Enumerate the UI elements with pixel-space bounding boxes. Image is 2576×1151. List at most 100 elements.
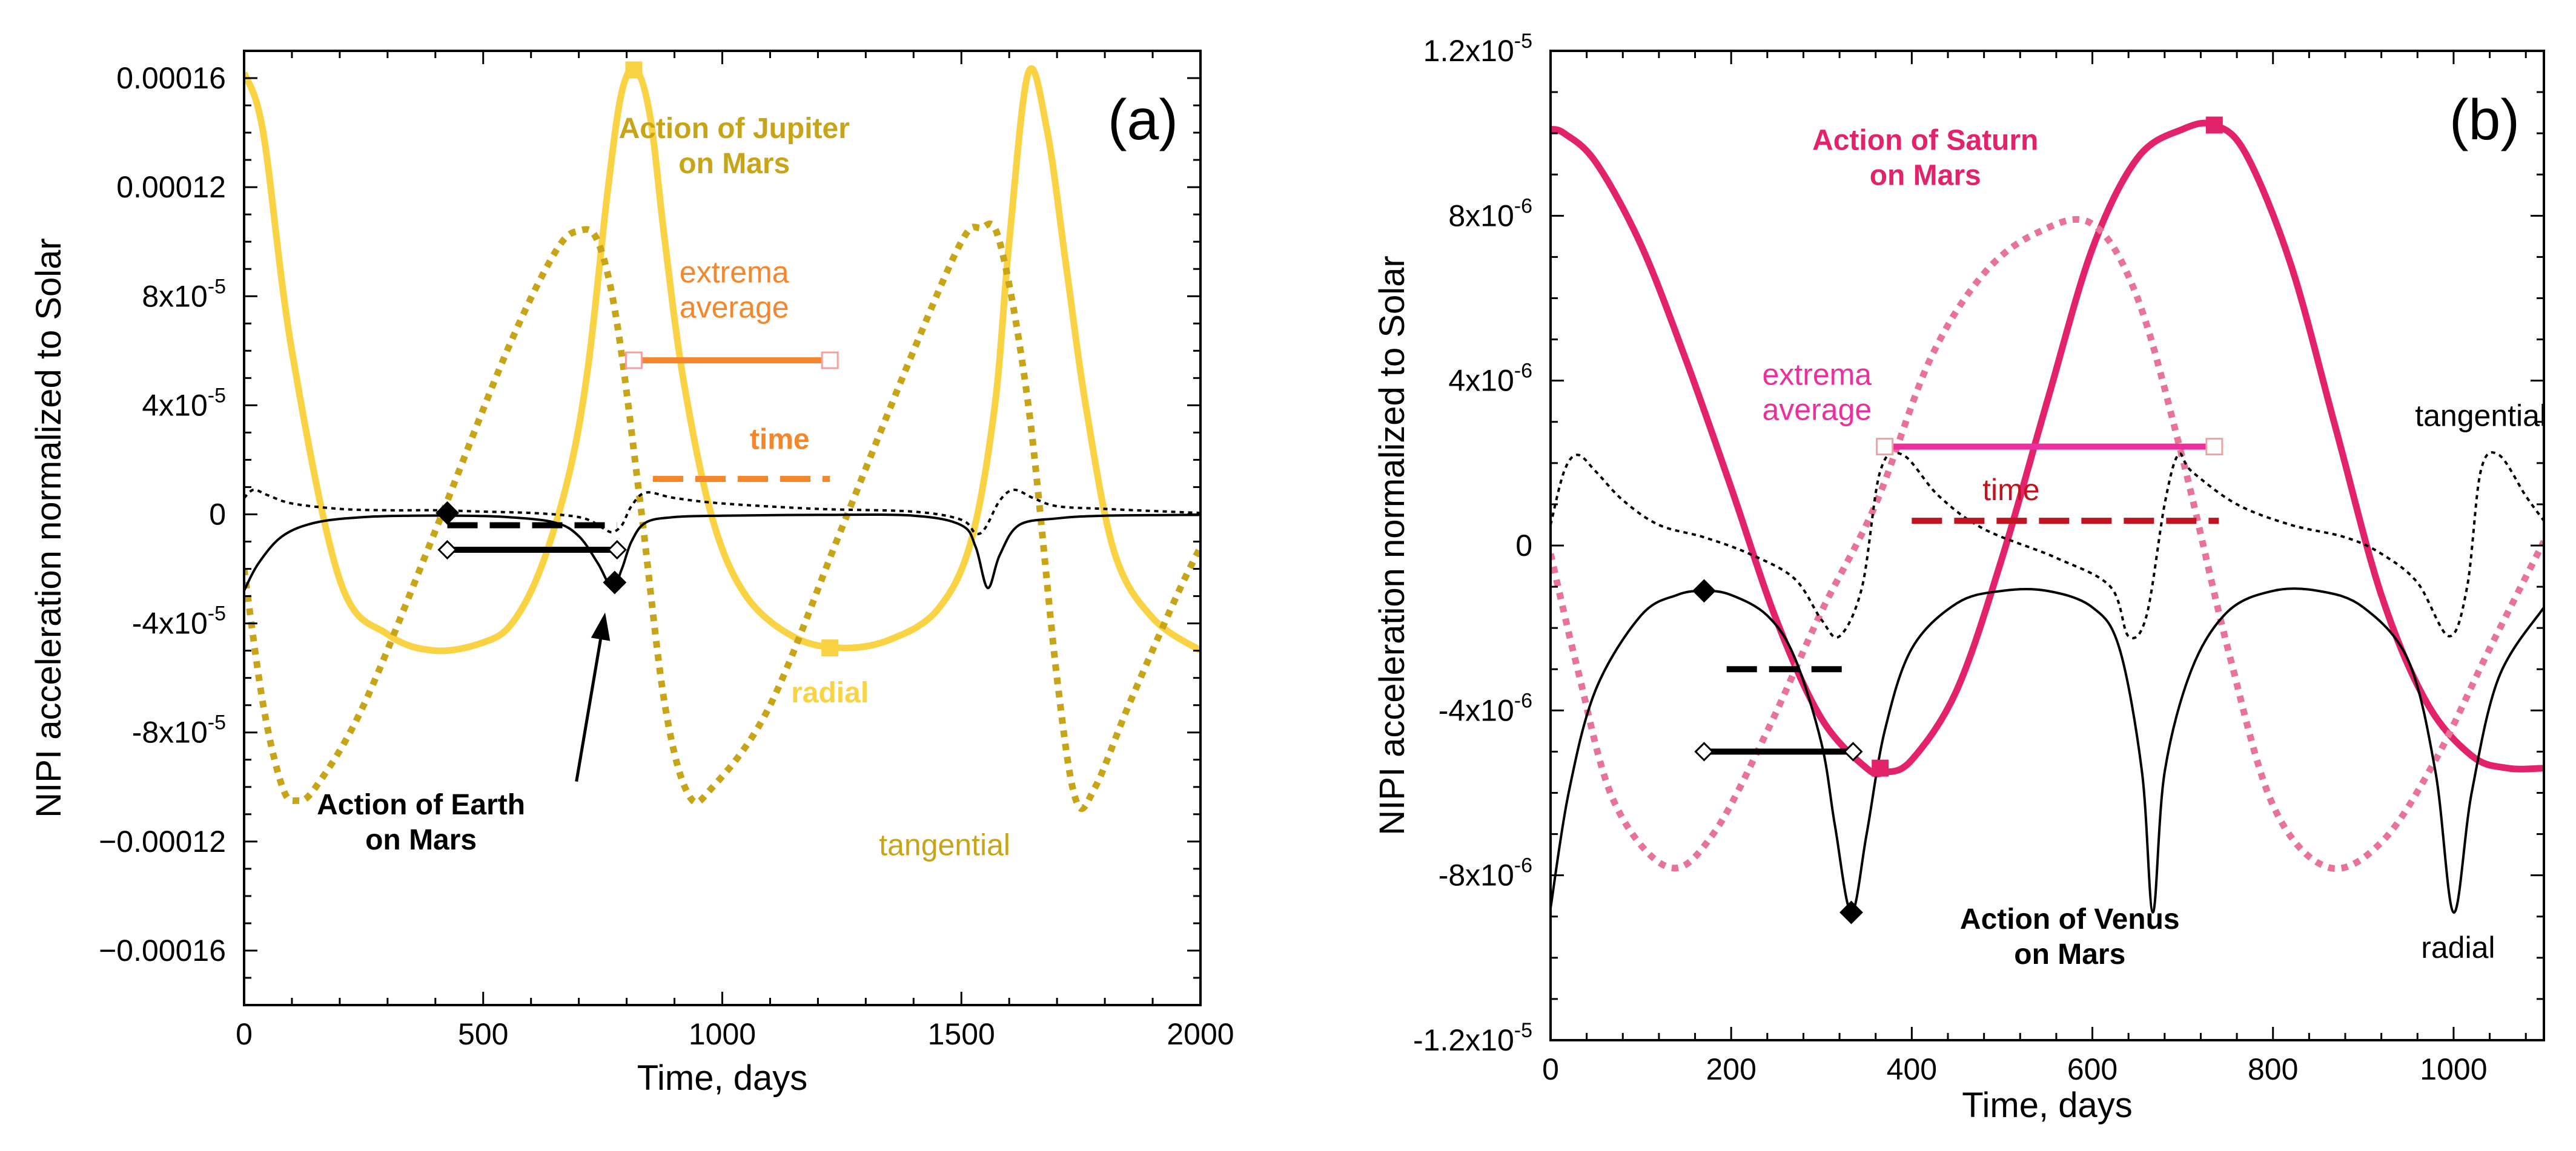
extremum-marker-earth-radial-min xyxy=(603,570,627,595)
annotation-label-action-of-saturn-on-mars: Action of Saturn on Mars xyxy=(1812,124,2038,191)
y-tick-label-exponent: -5 xyxy=(208,384,226,407)
series-line-jupiter-tangential xyxy=(244,220,1200,813)
y-tick-label: 0.00016 xyxy=(116,61,226,95)
x-tick-label: 0 xyxy=(1542,1052,1559,1086)
panel-label: (a) xyxy=(1108,88,1178,152)
annotation-line: radial xyxy=(2421,931,2495,965)
y-tick-label-base: −0.00012 xyxy=(99,825,226,859)
y-axis: 0.000160.000128x10-54x10-50-4x10-5-8x10-… xyxy=(29,50,1200,979)
y-tick-label-base: 4x10 xyxy=(142,388,207,422)
y-tick-label: -8x10-5 xyxy=(132,711,226,750)
x-tick-label: 600 xyxy=(2067,1052,2117,1086)
annotation-label-radial: radial xyxy=(2421,931,2495,965)
y-tick-label: -1.2x10-5 xyxy=(1413,1019,1532,1057)
extremum-marker-saturn-radial-max xyxy=(2205,116,2223,134)
y-tick-label-base: 1.2x10 xyxy=(1423,34,1514,68)
average-start-marker-saturn-extrema-average xyxy=(1876,438,1894,456)
y-tick-label: 8x10-6 xyxy=(1448,194,1532,233)
y-tick-label-exponent: -6 xyxy=(1514,854,1532,877)
y-tick-label-base: 4x10 xyxy=(1448,364,1514,398)
y-axis: 1.2x10-58x10-64x10-60-4x10-6-8x10-6-1.2x… xyxy=(1372,30,2544,1057)
x-tick-label: 1000 xyxy=(689,1017,756,1051)
extremum-marker-venus-radial-min xyxy=(1839,900,1863,925)
y-tick-label: -4x10-5 xyxy=(132,602,226,641)
series-group xyxy=(1551,119,2544,914)
annotation-line: on Mars xyxy=(2014,938,2125,971)
y-tick-label-exponent: -6 xyxy=(1514,194,1532,217)
annotation-arrowhead xyxy=(591,612,611,641)
y-tick-label-base: -8x10 xyxy=(1439,859,1514,892)
series-line-venus-tangential xyxy=(1551,451,2544,639)
y-tick-label-base: -4x10 xyxy=(1439,693,1514,727)
y-tick-label: 4x10-6 xyxy=(1448,360,1532,398)
plot-frame xyxy=(1549,50,2545,1041)
y-tick-label: −0.00012 xyxy=(99,825,226,859)
x-tick-label: 200 xyxy=(1706,1052,1756,1086)
y-tick-label: −0.00016 xyxy=(99,934,226,968)
x-axis-title: Time, days xyxy=(1962,1086,2132,1125)
annotation-label-time: time xyxy=(750,423,810,455)
average-start-marker-jupiter-extrema-average xyxy=(624,351,643,369)
extremum-marker-jupiter-radial-max xyxy=(625,61,643,79)
average-start-marker-earth-extrema-average xyxy=(437,539,457,560)
y-tick-label: 0 xyxy=(209,497,226,531)
panel-a-chart: 0 500 1000 1500 2000 Time, days 0.00016 0.00012… xyxy=(29,50,1234,1098)
average-end-marker-venus-extrema-average xyxy=(1843,742,1863,762)
x-tick-label: 0 xyxy=(236,1017,253,1051)
x-tick-label: 2000 xyxy=(1167,1017,1234,1051)
annotation-label-extrema-average: extrema average xyxy=(680,256,789,325)
y-tick-label: -8x10-6 xyxy=(1439,854,1532,892)
y-tick-label-base: −0.00016 xyxy=(99,934,226,968)
series-group xyxy=(244,65,1200,813)
annotation-label-extrema-average: extrema average xyxy=(1762,357,1872,426)
average-end-marker-saturn-extrema-average xyxy=(2205,438,2223,456)
annotation-label-action-of-earth-on-mars: Action of Earth on Mars xyxy=(317,789,525,856)
x-tick-label: 500 xyxy=(458,1017,508,1051)
annotation-label-tangential: tangential xyxy=(879,828,1010,862)
series-line-saturn-radial xyxy=(1551,119,2544,777)
annotation-line: time xyxy=(1982,473,2039,507)
y-tick-label-base: 8x10 xyxy=(142,279,207,313)
annotation-label-action-of-venus-on-mars: Action of Venus on Mars xyxy=(1960,903,2180,971)
y-tick-label-exponent: -6 xyxy=(1514,689,1532,712)
average-end-marker-jupiter-extrema-average xyxy=(821,351,839,369)
extremum-marker-saturn-radial-min xyxy=(1872,759,1889,777)
annotation-line: tangential xyxy=(2415,399,2546,433)
x-tick-label: 800 xyxy=(2248,1052,2298,1086)
annotation-line: extrema xyxy=(1763,357,1872,391)
annotation-line: extrema xyxy=(680,256,789,289)
y-tick-label-base: 0 xyxy=(209,497,226,531)
extremum-marker-venus-radial-max xyxy=(1692,579,1716,603)
y-axis-title: NIPI acceleration normalized to Solar xyxy=(1372,256,1412,835)
y-tick-label-exponent: -5 xyxy=(1514,30,1532,53)
extremum-marker-earth-radial-max xyxy=(435,501,459,525)
annotation-line: on Mars xyxy=(365,824,477,856)
annotation-label-time: time xyxy=(1982,473,2039,507)
extremum-marker-jupiter-radial-min xyxy=(821,639,839,657)
annotation-arrow xyxy=(575,639,603,782)
y-tick-label: -4x10-6 xyxy=(1439,689,1532,727)
annotation-line: on Mars xyxy=(678,148,790,180)
series-line-venus-radial xyxy=(1551,587,2544,914)
y-tick-label-base: -1.2x10 xyxy=(1413,1023,1514,1057)
y-tick-label: 8x10-5 xyxy=(142,275,226,313)
annotation-line: time xyxy=(750,423,810,455)
annotation-line: tangential xyxy=(879,828,1010,862)
series-line-earth-radial xyxy=(244,513,1200,592)
annotation-line: radial xyxy=(791,677,869,709)
x-axis: 0 200 400 600 800 1000 Time, days xyxy=(1542,51,2527,1125)
annotation-line: Action of Jupiter xyxy=(619,113,850,145)
y-tick-label-base: 8x10 xyxy=(1448,199,1514,233)
y-tick-label: 4x10-5 xyxy=(142,384,226,422)
y-tick-label-base: -4x10 xyxy=(132,607,208,641)
y-tick-label-exponent: -5 xyxy=(1514,1019,1532,1042)
y-tick-label-base: -8x10 xyxy=(132,716,208,750)
y-tick-label-exponent: -6 xyxy=(1514,360,1532,383)
y-tick-label-base: 0.00016 xyxy=(116,61,226,95)
y-tick-label-exponent: -5 xyxy=(208,711,226,734)
y-tick-label-exponent: -5 xyxy=(208,275,226,298)
annotation-line: Action of Earth xyxy=(317,789,525,821)
y-tick-label: 0.00012 xyxy=(116,170,226,204)
annotation-label-action-of-jupiter-on-mars: Action of Jupiter on Mars xyxy=(619,113,850,180)
